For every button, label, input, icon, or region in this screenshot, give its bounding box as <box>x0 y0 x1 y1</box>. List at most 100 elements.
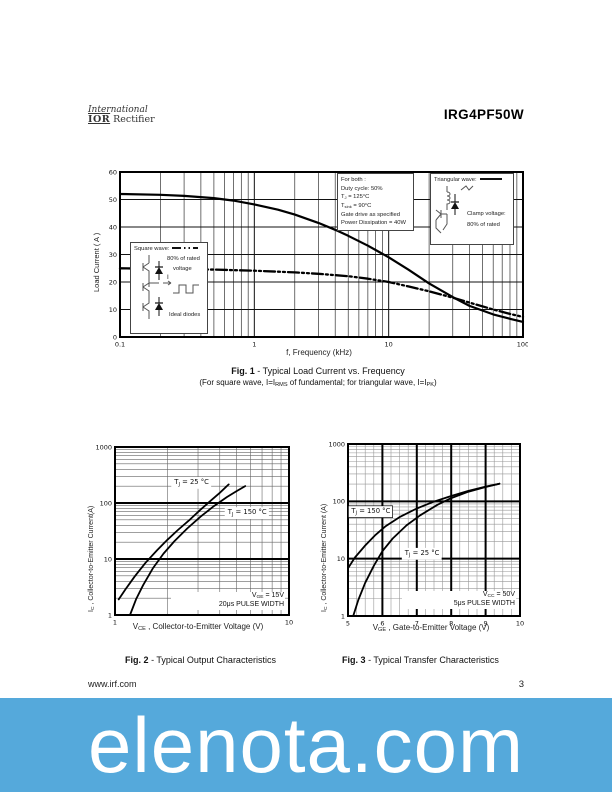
text-line: VCC = 50V <box>482 591 515 600</box>
ideal-diodes-label: Ideal diodes <box>169 312 201 318</box>
tick-labels: 0.1 1 10 100 0 10 20 30 40 50 60 <box>109 168 529 349</box>
fig2-x-axis-label: VCE , Collector-to-Emitter Voltage (V) <box>132 622 264 633</box>
square-wave-icon <box>173 284 199 294</box>
part-number: IRG4PF50W <box>443 107 524 122</box>
svg-text:1: 1 <box>113 619 117 627</box>
svg-text:1: 1 <box>252 341 256 349</box>
conditions-lines: Duty cycle: 50% TJ = 125°C Tsink = 90°C Gat… <box>341 185 410 228</box>
tick-labels: 5 6 7 8 9 10 1 10 100 1000 <box>328 440 524 627</box>
plot-border <box>114 446 290 616</box>
series-0 <box>118 192 525 323</box>
fig3-conditions-note: VCC = 50V 5μs PULSE WIDTH <box>402 591 516 609</box>
fig2-conditions-note: VGE = 15V 20μs PULSE WIDTH <box>171 592 285 610</box>
fig3-caption-text: - Typical Transfer Characteristics <box>365 655 499 665</box>
svg-text:40: 40 <box>109 223 117 231</box>
text-line: Gate drive as specified <box>341 211 400 218</box>
clamp-voltage-label-2: 80% of rated <box>467 222 500 228</box>
fig3-x-axis-label: VGE , Gate-to-Emitter Voltage (V) <box>372 623 490 634</box>
svg-text:10: 10 <box>516 620 524 628</box>
text-line: 20μs PULSE WIDTH <box>218 601 284 609</box>
fig1-caption-line2: (For square wave, I=IRMS of fundamental;… <box>199 378 437 389</box>
fig3-figure: 5 6 7 8 9 10 1 10 100 1000 TJ = 150 °C TJ = 25 °C V… <box>326 437 526 633</box>
svg-text:6: 6 <box>380 620 384 628</box>
fig2-caption-text: - Typical Output Characteristics <box>148 655 276 665</box>
watermark-banner: elenota.com <box>0 698 612 792</box>
fig1-triangular-wave-box: Triangular wave: Clamp voltage: 80% of r… <box>430 173 514 245</box>
triangular-box-title-text: Triangular wave: <box>434 177 477 183</box>
text-line: TJ = 125°C <box>341 194 370 201</box>
fig2-figure: 1 10 1 10 100 1000 TJ = 25 °C TJ = 150 °C VGE =… <box>93 440 293 632</box>
svg-text:1: 1 <box>108 611 112 619</box>
curve-label-bg <box>224 507 269 519</box>
company-logo: International IOR Rectifier <box>88 105 155 125</box>
watermark-text: elenota.com <box>88 700 524 789</box>
ior-logo-mark: IOR <box>88 114 111 126</box>
fig1-figure: 0.1 1 10 100 0 10 20 30 40 50 60 For both : Duty c… <box>100 166 529 353</box>
fig2-caption-number: Fig. 2 <box>125 655 149 665</box>
svg-text:10: 10 <box>104 555 112 563</box>
dashdot-line-sample <box>172 247 199 250</box>
text-line: Duty cycle: 50% <box>341 185 383 192</box>
conditions-title: For both : <box>341 177 366 183</box>
rated-voltage-label-2: voltage <box>173 266 192 272</box>
footer-page-number: 3 <box>518 679 524 690</box>
svg-text:10: 10 <box>337 555 345 563</box>
footer-website: www.irf.com <box>88 679 137 689</box>
clamped-inductive-load-schematic <box>435 185 474 234</box>
svg-text:10: 10 <box>109 306 117 314</box>
fig1-x-axis-label: f, Frequency (kHz) <box>286 348 352 357</box>
svg-text:0: 0 <box>113 333 117 341</box>
fig3-caption-number: Fig. 3 <box>342 655 366 665</box>
curve-label-bg <box>171 477 212 489</box>
curve-label-bg <box>401 547 442 560</box>
logo-rectifier-text: Rectifier <box>113 114 155 126</box>
square-box-title-text: Square wave: <box>134 246 170 252</box>
series-1 <box>129 485 247 616</box>
series-0 <box>117 483 230 601</box>
svg-text:50: 50 <box>109 196 117 204</box>
plot-border <box>347 443 521 617</box>
igbt-half-bridge-schematic: I <box>142 255 199 319</box>
fig1-caption-text: - Typical Load Current vs. Frequency <box>254 366 405 376</box>
svg-text:1000: 1000 <box>328 440 345 448</box>
svg-text:30: 30 <box>109 251 117 259</box>
tick-labels: 1 10 1 10 100 1000 <box>95 443 293 626</box>
svg-text:1: 1 <box>341 612 345 620</box>
grid <box>115 447 289 615</box>
curve-label: TJ = 25 °C <box>173 478 209 488</box>
fig1-caption-number: Fig. 1 <box>231 366 255 376</box>
curve-label: TJ = 150 °C <box>350 507 390 517</box>
triangular-box-title: Triangular wave: <box>434 176 510 185</box>
square-box-title: Square wave: <box>134 245 204 254</box>
curve-label: TJ = 150 °C <box>227 508 267 518</box>
fig2-chart: 1 10 1 10 100 1000 TJ = 25 °C TJ = 150 °C <box>95 443 293 626</box>
svg-text:100: 100 <box>517 341 528 349</box>
svg-text:10: 10 <box>285 619 293 627</box>
fig3-chart: 5 6 7 8 9 10 1 10 100 1000 TJ = 150 °C TJ = 25 °C <box>328 440 524 627</box>
svg-text:1000: 1000 <box>95 443 112 451</box>
rated-voltage-label-1: 80% of rated <box>167 256 200 262</box>
svg-text:8: 8 <box>449 620 453 628</box>
svg-text:9: 9 <box>484 620 488 628</box>
current-arrow-icon <box>163 280 172 286</box>
fig1-caption: Fig. 1 - Typical Load Current vs. Freque… <box>98 366 538 376</box>
logo-rectifier-line: IOR Rectifier <box>88 115 155 125</box>
curve-label-bg <box>348 505 393 518</box>
text-line: VGE = 15V <box>251 592 284 601</box>
text-line: Tsink = 90°C <box>341 203 372 210</box>
svg-text:5: 5 <box>346 620 350 628</box>
logo-international: International <box>88 105 148 115</box>
series-1 <box>118 267 525 319</box>
plot-border <box>119 171 524 338</box>
series-1 <box>352 482 501 617</box>
svg-text:20: 20 <box>109 278 117 286</box>
svg-text:60: 60 <box>109 168 117 176</box>
text-line: 5μs PULSE WIDTH <box>453 600 515 608</box>
fig1-conditions-box: For both : Duty cycle: 50% TJ = 125°C Tsin… <box>337 173 414 232</box>
fig2-caption: Fig. 2 - Typical Output Characteristics <box>58 655 343 665</box>
svg-text:10: 10 <box>385 341 393 349</box>
svg-text:100: 100 <box>100 499 112 507</box>
triangle-wave-icon <box>460 185 474 191</box>
solid-line-sample <box>479 178 502 181</box>
